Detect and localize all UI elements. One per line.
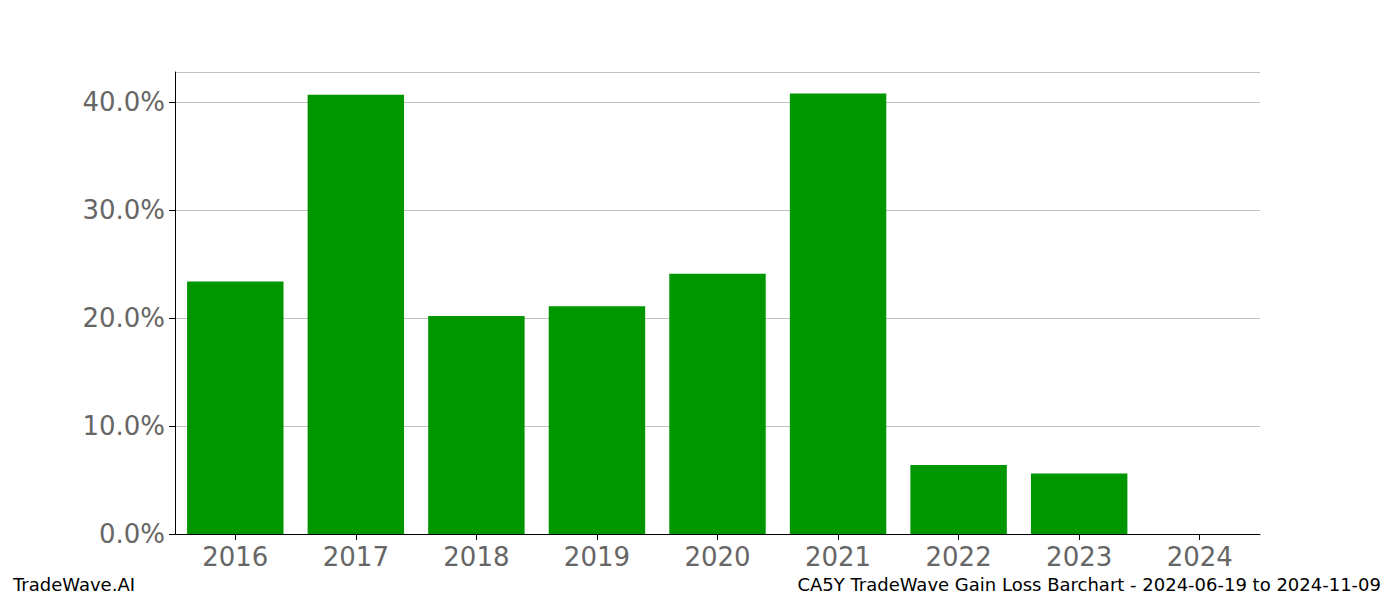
svg-text:2020: 2020 xyxy=(684,542,750,572)
svg-text:2016: 2016 xyxy=(202,542,268,572)
svg-text:2023: 2023 xyxy=(1046,542,1112,572)
svg-text:2022: 2022 xyxy=(926,542,992,572)
svg-text:20.0%: 20.0% xyxy=(82,303,165,333)
svg-text:0.0%: 0.0% xyxy=(99,519,165,549)
svg-text:TradeWave.AI: TradeWave.AI xyxy=(12,574,135,595)
svg-text:2018: 2018 xyxy=(443,542,509,572)
svg-text:2017: 2017 xyxy=(323,542,389,572)
svg-text:30.0%: 30.0% xyxy=(82,195,165,225)
svg-text:2024: 2024 xyxy=(1167,542,1233,572)
svg-text:CA5Y TradeWave Gain Loss Barch: CA5Y TradeWave Gain Loss Barchart - 2024… xyxy=(797,574,1381,595)
svg-text:2021: 2021 xyxy=(805,542,871,572)
svg-text:2019: 2019 xyxy=(564,542,630,572)
svg-text:10.0%: 10.0% xyxy=(82,411,165,441)
svg-text:40.0%: 40.0% xyxy=(82,87,165,117)
